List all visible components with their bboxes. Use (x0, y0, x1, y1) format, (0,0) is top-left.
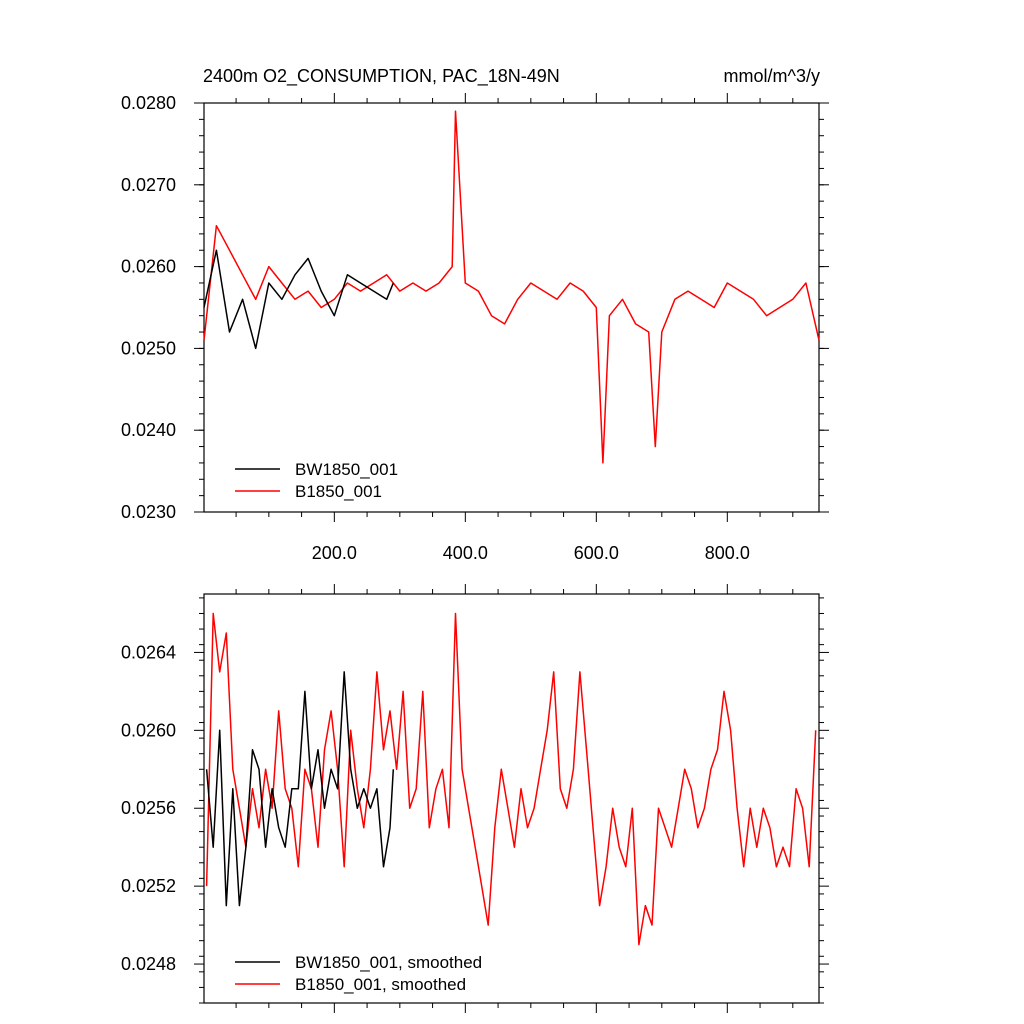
bottom-series-b1850-001-smoothed (205, 612, 817, 946)
top-xtick-label: 800.0 (705, 543, 750, 563)
legend-label-bw1850: BW1850_001 (295, 460, 398, 479)
top-series-bw1850-001 (203, 249, 394, 350)
bottom-series-group (205, 612, 817, 946)
top-series-b1850-001 (203, 110, 820, 464)
bottom-plot-frame (203, 593, 820, 1004)
bottom-ytick-label: 0.0264 (121, 642, 176, 662)
top-ytick-label: 0.0230 (121, 502, 176, 522)
top-ytick-label: 0.0270 (121, 175, 176, 195)
top-panel: 2400m O2_CONSUMPTION, PAC_18N-49N mmol/m… (121, 66, 829, 563)
top-ytick-label: 0.0250 (121, 338, 176, 358)
chart-title: 2400m O2_CONSUMPTION, PAC_18N-49N (203, 66, 560, 87)
top-ytick-label: 0.0240 (121, 420, 176, 440)
bottom-ytick-label: 0.0260 (121, 720, 176, 740)
legend-label-bw1850-smoothed: BW1850_001, smoothed (295, 953, 482, 972)
bottom-legend: BW1850_001, smoothed B1850_001, smoothed (235, 953, 482, 994)
top-legend: BW1850_001 B1850_001 (235, 460, 398, 501)
bottom-ytick-label: 0.0252 (121, 876, 176, 896)
top-xtick-label: 600.0 (574, 543, 619, 563)
top-axes: 0.0230 0.0240 0.0250 0.0260 0.0270 0.0280 200.… (121, 93, 829, 563)
bottom-series-bw1850-001-smoothed (205, 671, 395, 907)
legend-label-b1850-smoothed: B1850_001, smoothed (295, 975, 466, 994)
top-plot-frame (203, 102, 820, 513)
bottom-axes: 0.0248 0.0252 0.0256 0.0260 0.0264 (121, 584, 829, 1013)
bottom-panel: 0.0248 0.0252 0.0256 0.0260 0.0264 BW1850_00… (121, 584, 829, 1013)
top-xtick-label: 400.0 (443, 543, 488, 563)
bottom-ytick-label: 0.0248 (121, 954, 176, 974)
chart-units: mmol/m^3/y (724, 66, 820, 86)
top-ytick-label: 0.0260 (121, 257, 176, 277)
legend-label-b1850: B1850_001 (295, 482, 382, 501)
top-series-group (203, 110, 820, 464)
top-ytick-label: 0.0280 (121, 93, 176, 113)
top-xtick-label: 200.0 (312, 543, 357, 563)
bottom-ytick-label: 0.0256 (121, 798, 176, 818)
